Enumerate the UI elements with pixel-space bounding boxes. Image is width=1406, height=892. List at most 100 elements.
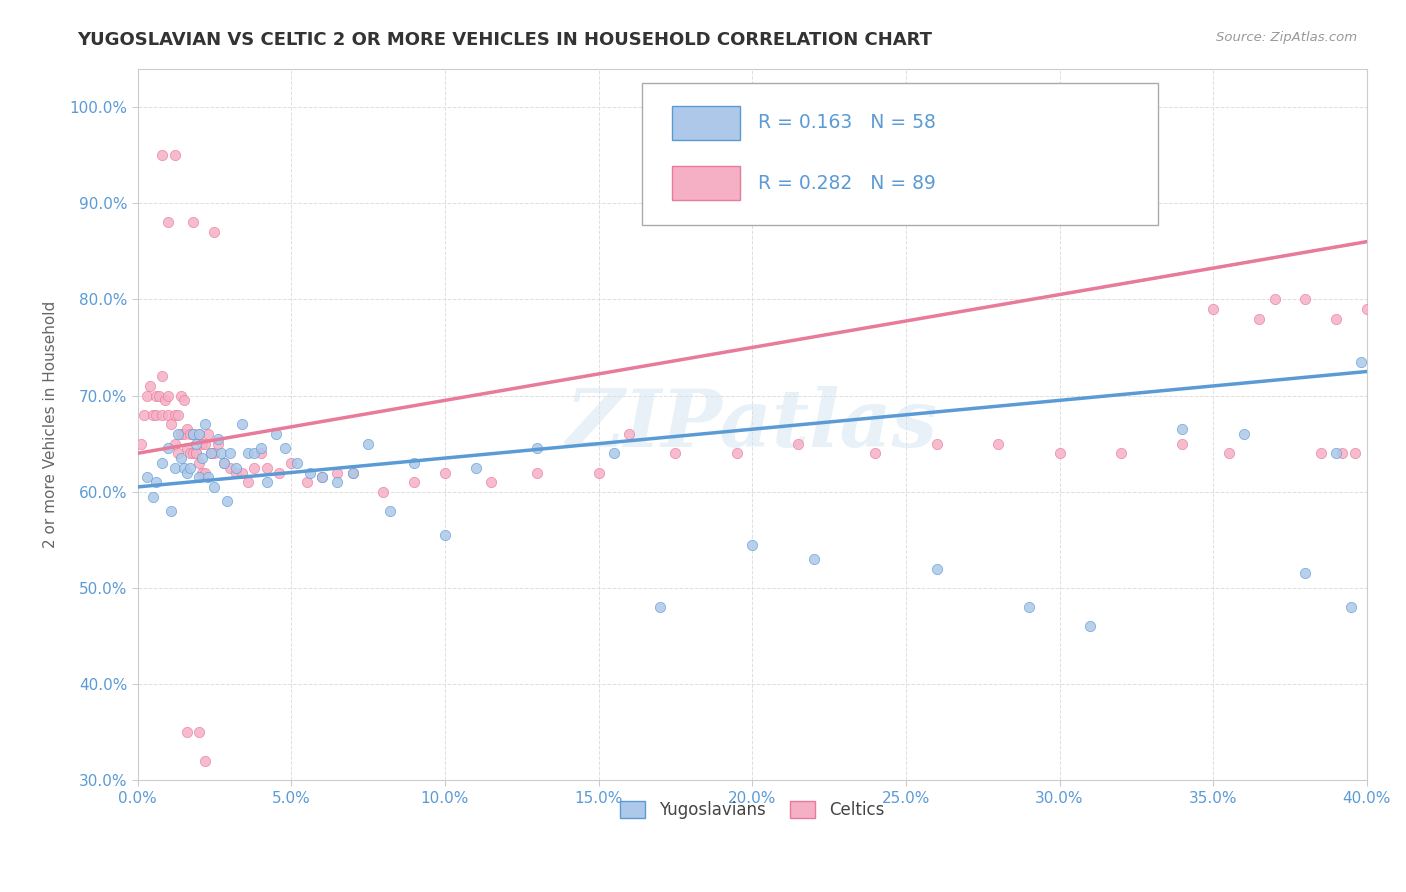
Point	[181, 427, 204, 442]
Point	[129, 436, 152, 450]
Point	[526, 442, 548, 456]
Point	[176, 442, 198, 456]
Point	[863, 446, 886, 460]
Text: R = 0.163   N = 58: R = 0.163 N = 58	[758, 113, 936, 132]
Point	[238, 446, 260, 460]
Point	[243, 460, 266, 475]
Point	[925, 436, 948, 450]
Y-axis label: 2 or more Vehicles in Household: 2 or more Vehicles in Household	[44, 301, 58, 548]
Point	[1294, 293, 1316, 307]
Point	[225, 460, 247, 475]
Point	[664, 446, 686, 460]
Point	[157, 442, 180, 456]
Point	[787, 436, 810, 450]
Point	[326, 466, 349, 480]
Point	[311, 470, 333, 484]
Point	[132, 408, 155, 422]
Point	[145, 388, 167, 402]
Point	[603, 446, 626, 460]
Point	[173, 393, 195, 408]
Point	[191, 436, 214, 450]
Point	[256, 460, 278, 475]
Text: ZIPatlas: ZIPatlas	[567, 385, 938, 463]
Point	[287, 456, 309, 470]
Point	[150, 408, 173, 422]
Point	[209, 446, 232, 460]
Point	[1340, 600, 1362, 615]
Point	[166, 446, 188, 460]
Point	[249, 446, 271, 460]
Point	[264, 427, 287, 442]
Point	[157, 388, 180, 402]
Point	[148, 388, 170, 402]
Point	[145, 475, 167, 489]
Point	[1218, 446, 1240, 460]
Legend: Yugoslavians, Celtics: Yugoslavians, Celtics	[613, 794, 891, 825]
Point	[433, 528, 456, 542]
Point	[207, 436, 229, 450]
Point	[231, 417, 253, 432]
FancyBboxPatch shape	[672, 166, 740, 200]
Text: R = 0.282   N = 89: R = 0.282 N = 89	[758, 174, 936, 193]
FancyBboxPatch shape	[641, 83, 1159, 225]
Point	[173, 855, 195, 869]
Point	[378, 504, 401, 518]
Point	[280, 456, 302, 470]
Point	[150, 369, 173, 384]
Point	[243, 446, 266, 460]
Point	[166, 408, 188, 422]
Point	[218, 446, 240, 460]
Point	[225, 466, 247, 480]
Point	[1324, 446, 1347, 460]
Point	[194, 466, 217, 480]
FancyBboxPatch shape	[672, 105, 740, 140]
Point	[231, 466, 253, 480]
Point	[163, 408, 186, 422]
Point	[204, 225, 226, 239]
Point	[194, 436, 217, 450]
Point	[357, 436, 380, 450]
Point	[157, 215, 180, 229]
Point	[433, 466, 456, 480]
Point	[194, 754, 217, 768]
Point	[173, 460, 195, 475]
Point	[176, 466, 198, 480]
Point	[526, 466, 548, 480]
Point	[803, 552, 825, 566]
Point	[200, 446, 222, 460]
Point	[1171, 436, 1194, 450]
Point	[274, 442, 297, 456]
Point	[169, 451, 191, 466]
Point	[588, 466, 610, 480]
Point	[204, 480, 226, 494]
Point	[191, 466, 214, 480]
Point	[741, 538, 763, 552]
Point	[1343, 446, 1365, 460]
Point	[155, 393, 177, 408]
Point	[1309, 446, 1331, 460]
Point	[1350, 355, 1372, 369]
Point	[188, 456, 211, 470]
Point	[181, 215, 204, 229]
Point	[166, 427, 188, 442]
Point	[169, 427, 191, 442]
Point	[200, 446, 222, 460]
Point	[725, 446, 748, 460]
Point	[150, 456, 173, 470]
Point	[1109, 446, 1132, 460]
Point	[373, 484, 395, 499]
Point	[207, 432, 229, 446]
Point	[298, 466, 321, 480]
Point	[987, 436, 1010, 450]
Point	[179, 446, 201, 460]
Point	[404, 456, 426, 470]
Point	[1171, 422, 1194, 436]
Point	[181, 427, 204, 442]
Point	[267, 466, 290, 480]
Point	[1355, 301, 1378, 316]
Point	[181, 446, 204, 460]
Point	[145, 408, 167, 422]
Point	[1233, 427, 1256, 442]
Point	[256, 475, 278, 489]
Point	[1294, 566, 1316, 581]
